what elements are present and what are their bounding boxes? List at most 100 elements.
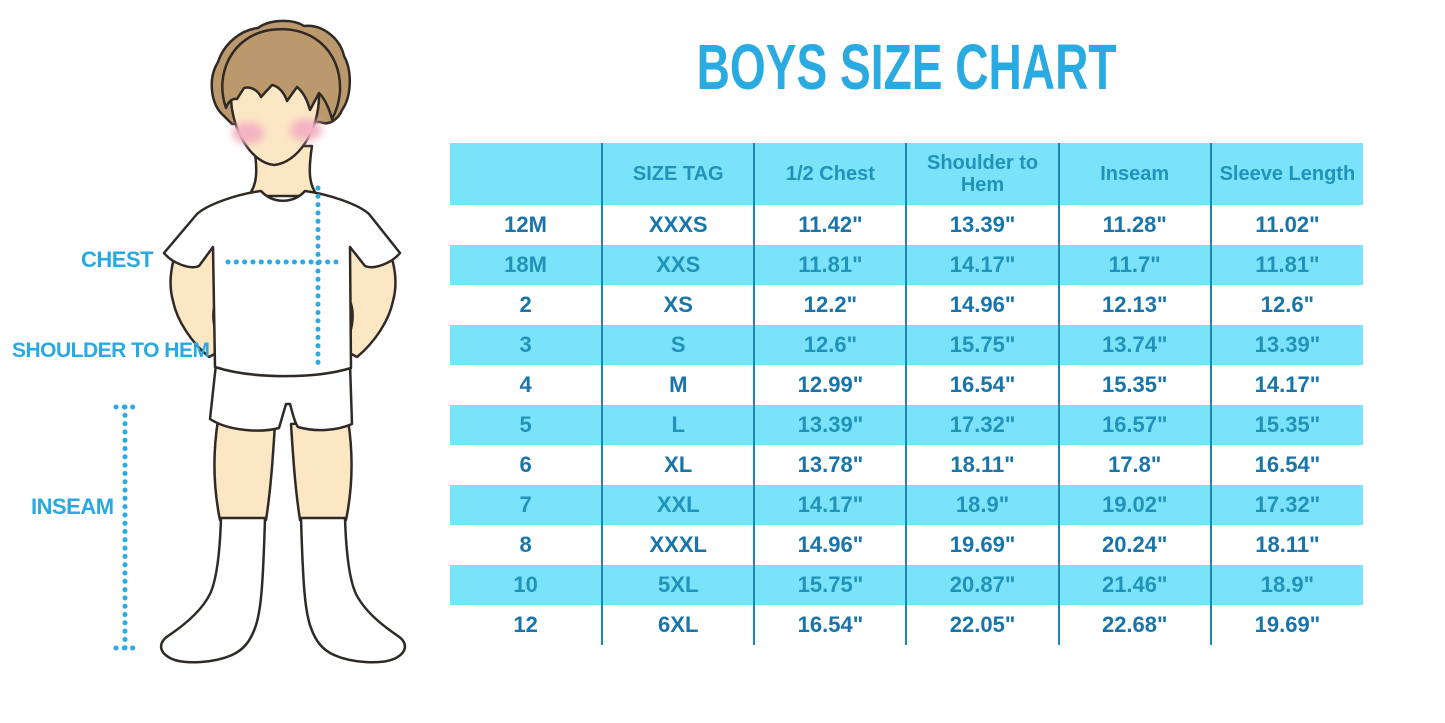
table-cell: 18.11" [1209,525,1363,565]
table-row: 8 XXXL 14.96" 19.69" 20.24" 18.11" [450,525,1363,565]
table-row: 2 XS 12.2" 14.96" 12.13" 12.6" [450,285,1363,325]
table-cell: 19.69" [905,525,1059,565]
table-row: 12M XXXS 11.42" 13.39" 11.28" 11.02" [450,205,1363,245]
table-cell: 16.54" [905,365,1059,405]
table-cell: 12.13" [1057,285,1211,325]
table-cell: 16.57" [1057,405,1211,445]
table-cell: 22.05" [905,605,1059,645]
hair-bangs [221,27,342,121]
table-cell: 6XL [601,605,755,645]
table-cell: 11.02" [1209,205,1363,245]
table-cell: 10 [450,565,603,605]
table-row: 4 M 12.99" 16.54" 15.35" 14.17" [450,365,1363,405]
left-sock [159,516,267,664]
column-header: Shoulder to Hem [905,143,1059,205]
table-cell: 20.24" [1057,525,1211,565]
inseam-label: INSEAM [31,494,114,519]
table-cell: 6 [519,452,532,477]
table-cell: L [601,405,755,445]
chest-label: CHEST [81,247,154,272]
table-cell: 12.6" [753,325,907,365]
shoulder-to-hem-label: SHOULDER TO HEM [12,339,210,362]
table-cell: M [601,365,755,405]
table-cell: 17.8" [1057,445,1211,485]
blush-right [290,119,322,141]
table-cell: 18.11" [905,445,1059,485]
table-cell: 13.39" [905,205,1059,245]
table-cell: 19.69" [1209,605,1363,645]
table-header-row: SIZE TAG 1/2 Chest Shoulder to Hem Inseam Sl… [450,143,1363,205]
column-header: SIZE TAG [601,143,755,205]
table-cell: 15.35" [1057,365,1211,405]
table-cell: 12M [504,212,547,237]
table-cell: 14.96" [905,285,1059,325]
table-row: 18M XXS 11.81" 14.17" 11.7" 11.81" [450,245,1363,285]
table-cell: 12.99" [753,365,907,405]
table-cell: 11.7" [1057,245,1211,285]
table-cell: 14.96" [753,525,907,565]
table-cell: 15.35" [1209,405,1363,445]
left-leg [213,418,277,522]
t-shirt [162,189,402,378]
blush-left [232,122,264,144]
table-cell: 13.78" [753,445,907,485]
table-cell: 13.74" [1057,325,1211,365]
column-header: Sleeve Length [1209,143,1363,205]
table-cell: 22.68" [1057,605,1211,645]
table-cell: 16.54" [1209,445,1363,485]
column-header: 1/2 Chest [753,143,907,205]
table-cell: 5XL [601,565,755,605]
table-cell: 13.39" [753,405,907,445]
right-leg [289,418,353,522]
table-cell: 16.54" [753,605,907,645]
table-row: 12 6XL 16.54" 22.05" 22.68" 19.69" [450,605,1363,645]
table-cell: XXS [601,245,755,285]
table-cell: 14.17" [905,245,1059,285]
table-cell: 7 [450,485,603,525]
table-cell: 12 [513,612,538,637]
table-cell: XL [601,445,755,485]
column-header: Inseam [1057,143,1211,205]
table-row: 6 XL 13.78" 18.11" 17.8" 16.54" [450,445,1363,485]
table-cell: 11.42" [753,205,907,245]
table-cell: 11.81" [753,245,907,285]
table-row: 3 S 12.6" 15.75" 13.74" 13.39" [450,325,1363,365]
table-cell: XXL [601,485,755,525]
table-cell: 2 [519,292,532,317]
table-row: 5 L 13.39" 17.32" 16.57" 15.35" [450,405,1363,445]
table-cell: 8 [519,532,532,557]
table-cell: XS [601,285,755,325]
table-cell: 14.17" [1209,365,1363,405]
table-cell: 18M [450,245,603,285]
table-cell: 21.46" [1057,565,1211,605]
table-cell: 5 [450,405,603,445]
table-cell: 18.9" [905,485,1059,525]
table-cell: 20.87" [905,565,1059,605]
column-header [450,143,603,205]
boy-illustration [113,19,407,664]
table-cell: 12.2" [753,285,907,325]
table-cell: 19.02" [1057,485,1211,525]
table-cell: 4 [519,372,532,397]
table-header: SIZE TAG 1/2 Chest Shoulder to Hem Inseam Sl… [450,143,1363,205]
page-title-text: BOYS SIZE CHART [696,31,1117,103]
table-cell: 17.32" [1209,485,1363,525]
table-row: 7 XXL 14.17" 18.9" 19.02" 17.32" [450,485,1363,525]
right-sock [299,516,407,664]
page-title: BOYS SIZE CHART [450,30,1363,104]
table-body: 12M XXXS 11.42" 13.39" 11.28" 11.02" 18M XXS 11.… [450,205,1363,645]
table-cell: 17.32" [905,405,1059,445]
table-cell: XXXL [601,525,755,565]
size-chart-table: SIZE TAG 1/2 Chest Shoulder to Hem Inseam Sl… [450,143,1363,645]
table-cell: 15.75" [905,325,1059,365]
table-cell: 3 [450,325,603,365]
table-cell: 11.28" [1057,205,1211,245]
table-cell: 15.75" [753,565,907,605]
table-cell: 11.81" [1209,245,1363,285]
table-cell: 18.9" [1209,565,1363,605]
table-cell: XXXS [601,205,755,245]
table-cell: 14.17" [753,485,907,525]
table-row: 10 5XL 15.75" 20.87" 21.46" 18.9" [450,565,1363,605]
table-cell: S [601,325,755,365]
